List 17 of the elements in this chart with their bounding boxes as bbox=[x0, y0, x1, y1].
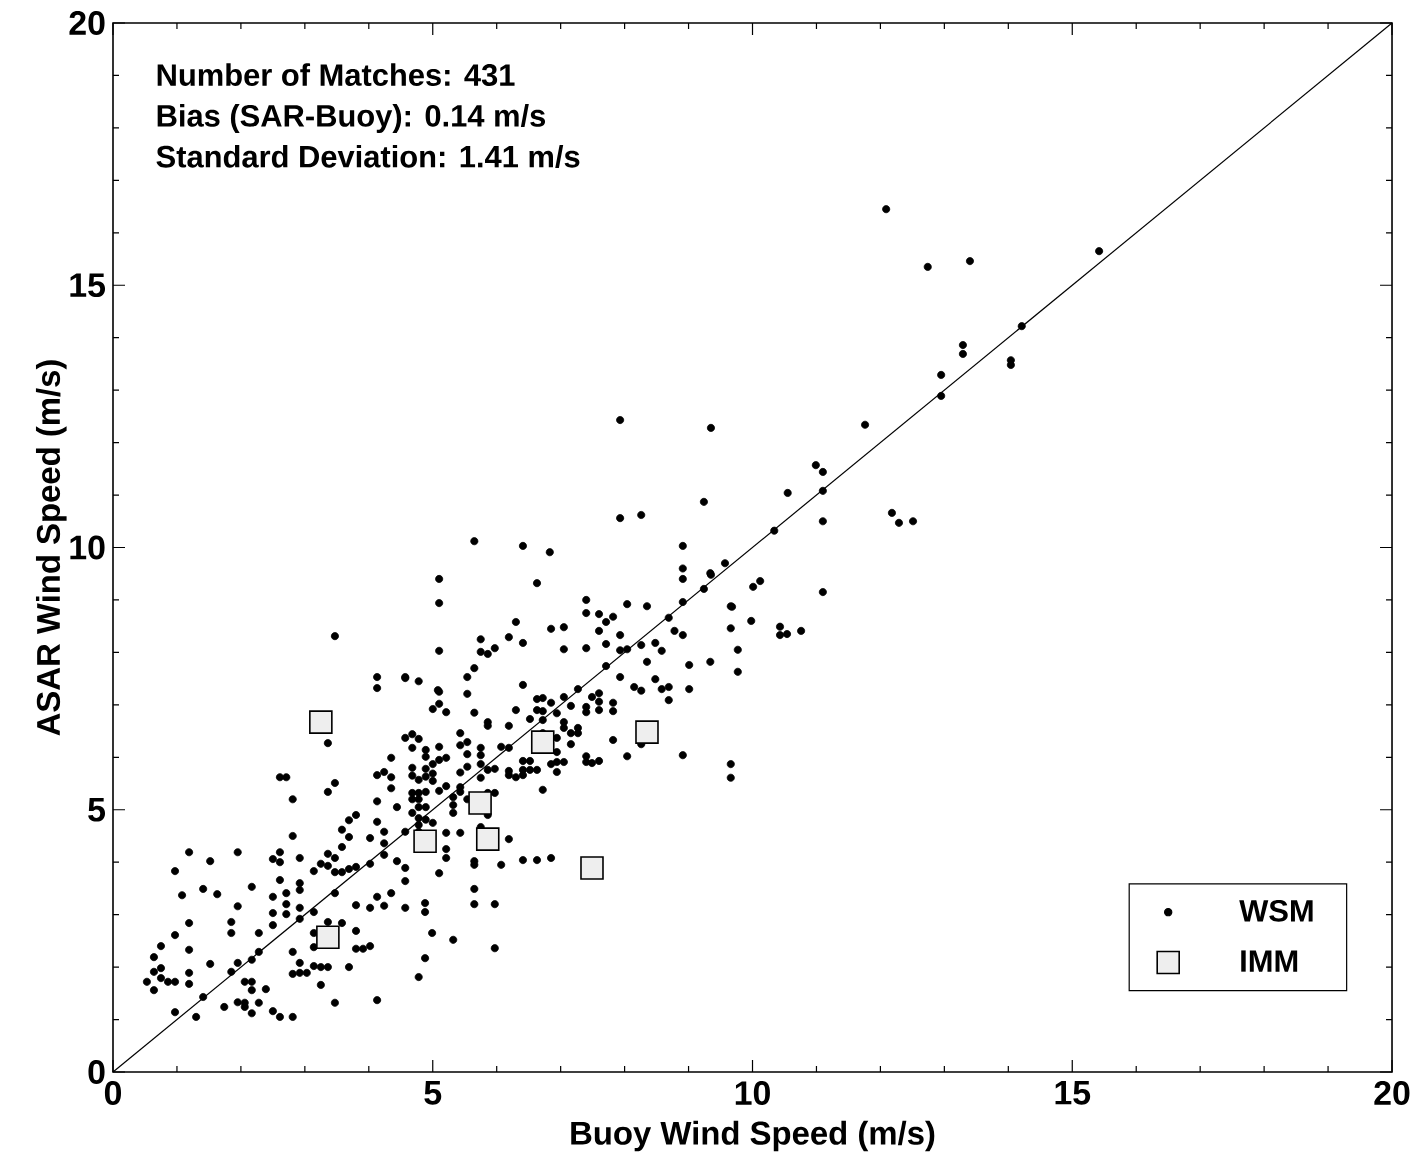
annotation: Standard Deviation: 1.41 m/s bbox=[156, 144, 580, 168]
y-tick-label: 5 bbox=[88, 797, 106, 822]
x-tick-label: 5 bbox=[424, 1081, 442, 1105]
y-tick-label: 10 bbox=[70, 535, 105, 560]
x-tick-label: 15 bbox=[1055, 1081, 1091, 1105]
annotation: Bias (SAR-Buoy): 0.14 m/s bbox=[157, 104, 546, 133]
x-tick-label: 10 bbox=[735, 1081, 770, 1106]
y-tick-label: 0 bbox=[88, 1060, 105, 1084]
legend-label: WSM bbox=[1239, 899, 1313, 922]
x-tick-label: 0 bbox=[104, 1081, 122, 1106]
y-tick-label: 20 bbox=[69, 11, 105, 35]
x-tick-label: 20 bbox=[1374, 1081, 1410, 1106]
y-tick-label: 15 bbox=[70, 273, 106, 298]
annotation: Number of Matches: 431 bbox=[157, 63, 515, 86]
legend-label: IMM bbox=[1241, 950, 1298, 972]
x-axis-title: Buoy Wind Speed (m/s) bbox=[571, 1120, 935, 1152]
y-axis-title: ASAR Wind Speed (m/s) bbox=[35, 360, 67, 736]
